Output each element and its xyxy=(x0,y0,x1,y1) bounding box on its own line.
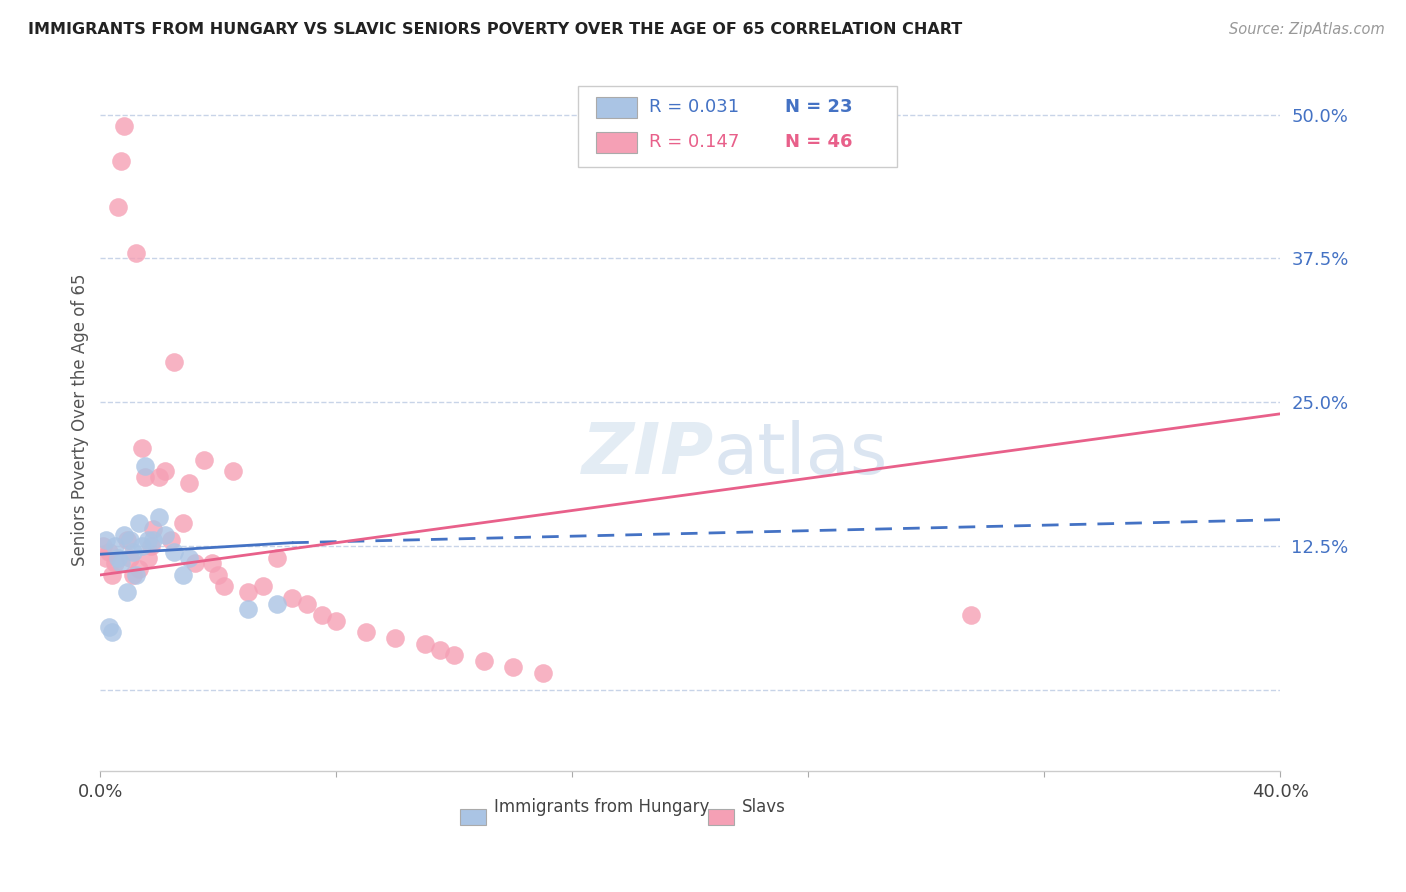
Point xyxy=(134,458,156,473)
Text: Source: ZipAtlas.com: Source: ZipAtlas.com xyxy=(1229,22,1385,37)
Point xyxy=(115,533,138,548)
Point xyxy=(104,557,127,571)
Point xyxy=(112,527,135,541)
Point xyxy=(172,516,194,530)
Point xyxy=(266,550,288,565)
Y-axis label: Seniors Poverty Over the Age of 65: Seniors Poverty Over the Age of 65 xyxy=(72,273,89,566)
Point xyxy=(155,527,177,541)
Point xyxy=(502,660,524,674)
Point xyxy=(96,533,118,548)
Point xyxy=(177,550,200,565)
Point xyxy=(110,557,132,571)
Point xyxy=(121,568,143,582)
Point xyxy=(281,591,304,605)
Point xyxy=(91,539,114,553)
Point xyxy=(131,442,153,456)
FancyBboxPatch shape xyxy=(460,809,486,824)
Point xyxy=(107,200,129,214)
Point xyxy=(160,533,183,548)
Point xyxy=(155,464,177,478)
Point xyxy=(131,539,153,553)
Point xyxy=(112,119,135,133)
Point xyxy=(128,562,150,576)
Point xyxy=(125,568,148,582)
Text: atlas: atlas xyxy=(714,420,889,489)
Point xyxy=(128,516,150,530)
Point xyxy=(193,453,215,467)
Text: R = 0.031: R = 0.031 xyxy=(650,98,740,116)
FancyBboxPatch shape xyxy=(596,132,637,153)
Point xyxy=(172,568,194,582)
Point xyxy=(98,545,121,559)
Point xyxy=(118,533,141,548)
Point xyxy=(148,470,170,484)
Point xyxy=(236,585,259,599)
Point xyxy=(354,625,377,640)
Text: ZIP: ZIP xyxy=(582,420,714,489)
Point xyxy=(177,475,200,490)
Point xyxy=(222,464,245,478)
Point xyxy=(121,545,143,559)
Point xyxy=(139,539,162,553)
Point xyxy=(136,550,159,565)
Text: Immigrants from Hungary: Immigrants from Hungary xyxy=(495,798,710,816)
FancyBboxPatch shape xyxy=(709,809,734,824)
FancyBboxPatch shape xyxy=(578,86,897,167)
Point xyxy=(531,665,554,680)
Text: N = 23: N = 23 xyxy=(785,98,852,116)
Point xyxy=(236,602,259,616)
Text: IMMIGRANTS FROM HUNGARY VS SLAVIC SENIORS POVERTY OVER THE AGE OF 65 CORRELATION: IMMIGRANTS FROM HUNGARY VS SLAVIC SENIOR… xyxy=(28,22,962,37)
Point xyxy=(325,614,347,628)
Point xyxy=(98,620,121,634)
Point xyxy=(212,579,235,593)
Point xyxy=(266,597,288,611)
Point xyxy=(134,470,156,484)
Point xyxy=(252,579,274,593)
Point xyxy=(125,245,148,260)
Point xyxy=(163,545,186,559)
Point xyxy=(472,654,495,668)
Point xyxy=(104,539,127,553)
Point xyxy=(101,568,124,582)
Point xyxy=(413,637,436,651)
Point xyxy=(101,625,124,640)
Point xyxy=(429,642,451,657)
Point xyxy=(107,550,129,565)
FancyBboxPatch shape xyxy=(596,96,637,118)
Point xyxy=(142,533,165,548)
Text: R = 0.147: R = 0.147 xyxy=(650,133,740,152)
Point xyxy=(959,608,981,623)
Point xyxy=(201,557,224,571)
Point xyxy=(384,632,406,646)
Text: Slavs: Slavs xyxy=(742,798,786,816)
Point xyxy=(443,648,465,663)
Text: N = 46: N = 46 xyxy=(785,133,852,152)
Point xyxy=(115,585,138,599)
Point xyxy=(311,608,333,623)
Point xyxy=(96,550,118,565)
Point xyxy=(207,568,229,582)
Point xyxy=(110,153,132,168)
Point xyxy=(163,355,186,369)
Point xyxy=(142,522,165,536)
Point xyxy=(118,550,141,565)
Point xyxy=(148,510,170,524)
Point xyxy=(184,557,207,571)
Point xyxy=(295,597,318,611)
Point xyxy=(136,533,159,548)
